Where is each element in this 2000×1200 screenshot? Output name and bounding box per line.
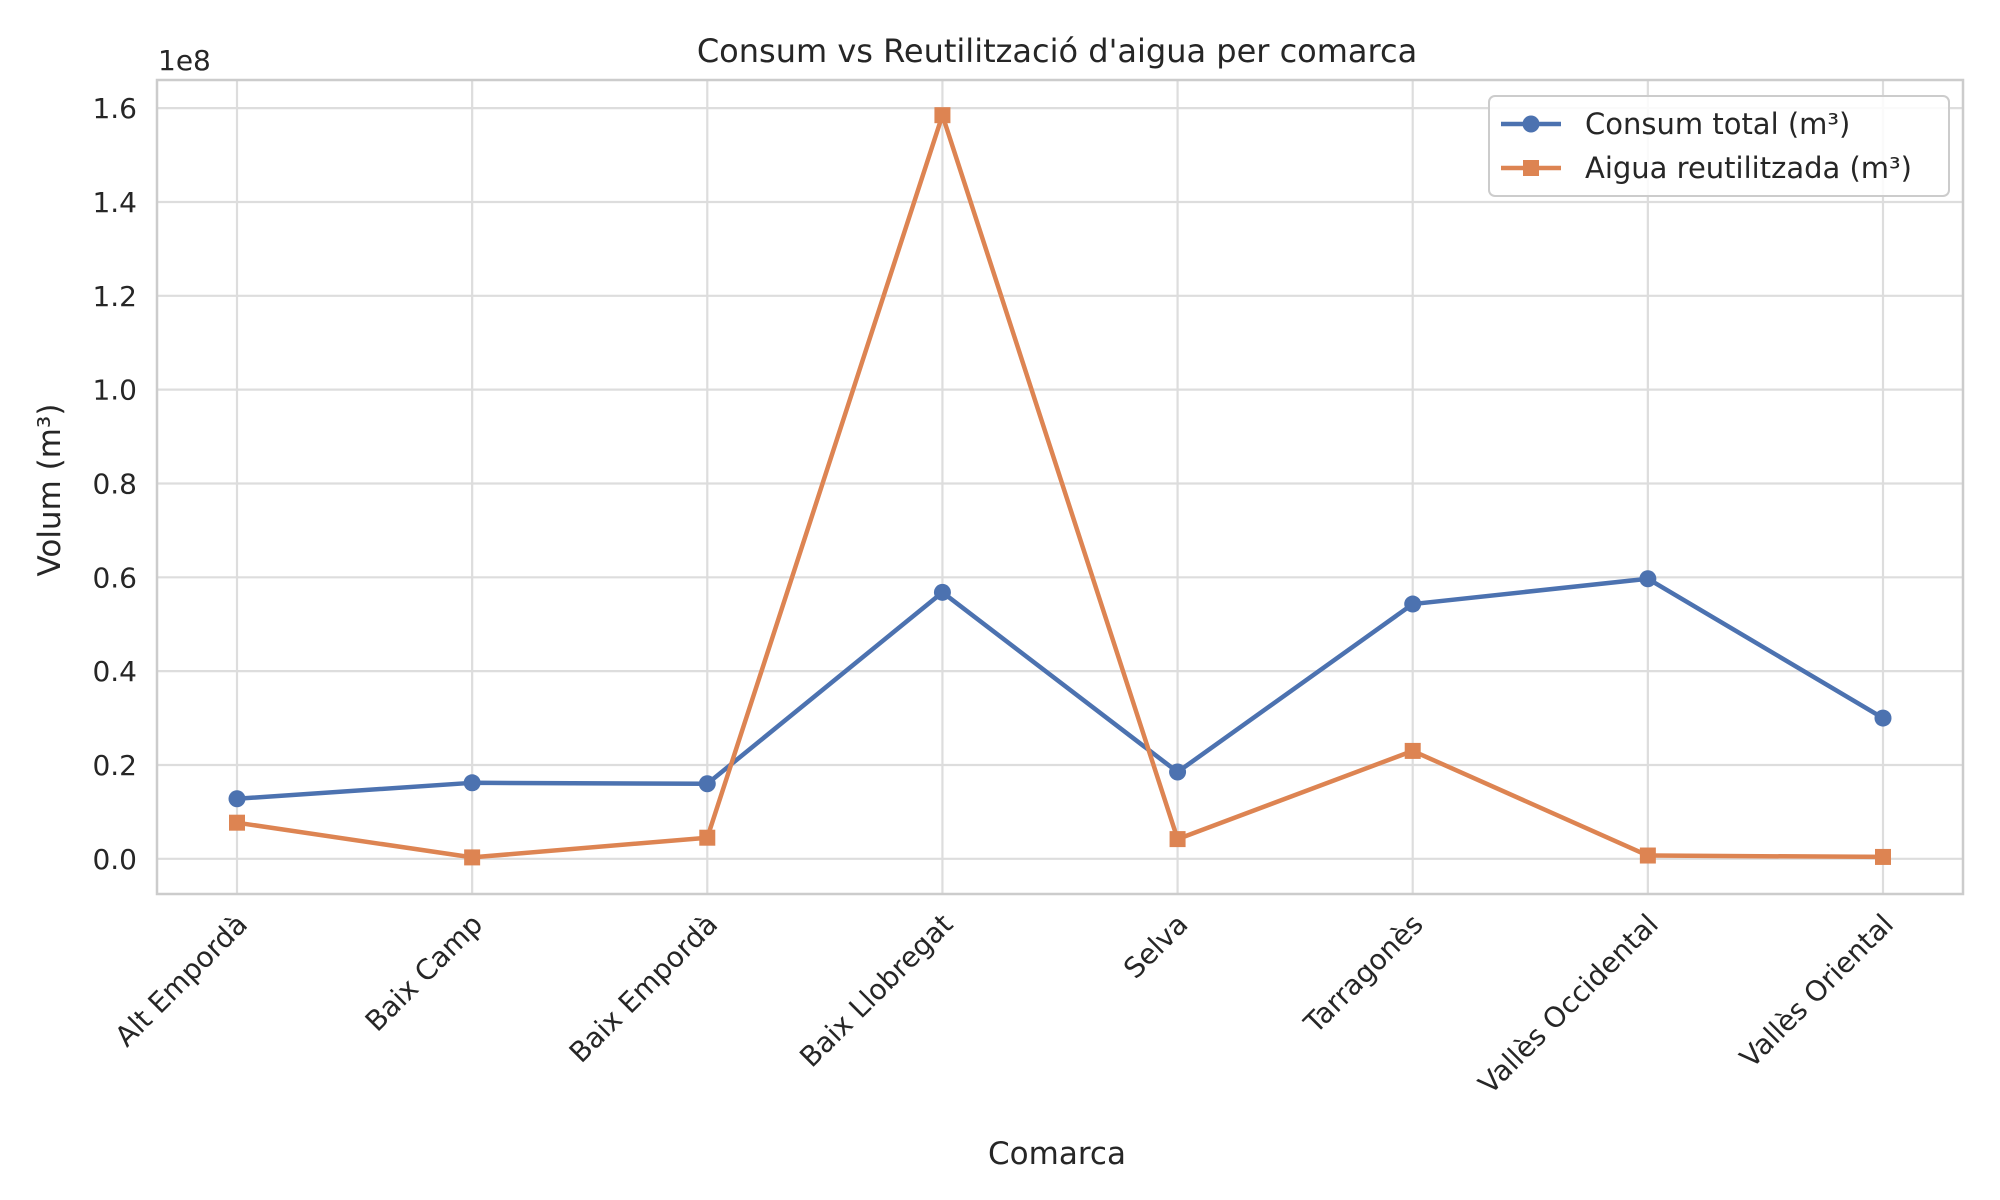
- y-tick-label: 1.0: [92, 374, 137, 407]
- data-point: [229, 814, 245, 831]
- series-line: [234, 576, 1886, 802]
- y-tick-label: 1.4: [92, 186, 137, 219]
- plot-frame: [155, 78, 1965, 896]
- legend-box: [1488, 95, 1950, 197]
- series-1: [228, 570, 1892, 808]
- x-tick-label: Selva: [1117, 908, 1194, 985]
- data-point: [1874, 709, 1892, 727]
- x-tick-label: Baix Camp: [359, 908, 489, 1038]
- x-tick-label: Baix Llobregat: [793, 908, 959, 1074]
- x-tick-label: Baix Empordà: [563, 908, 725, 1070]
- x-tick-label: Vallès Oriental: [1733, 908, 1900, 1075]
- legend: Consum total (m³) Aigua reutilitzada (m³): [1488, 95, 1950, 197]
- x-tick-label: Alt Empordà: [109, 908, 254, 1053]
- data-point: [228, 790, 246, 808]
- series-group: [228, 107, 1892, 866]
- data-point: [1639, 847, 1656, 864]
- data-point: [1639, 570, 1657, 588]
- y-offset-label: 1e8: [158, 44, 211, 77]
- x-tick-label: Vallès Occidental: [1472, 908, 1665, 1101]
- series-2: [229, 107, 1891, 866]
- y-tick-label: 0.4: [92, 655, 137, 688]
- y-axis-label: Volum (m³): [32, 404, 68, 577]
- y-tick-label: 1.6: [92, 92, 137, 125]
- x-axis-ticks: Alt Empordà Baix Camp Baix Empordà Baix Llo…: [109, 908, 1900, 1101]
- y-tick-label: 1.2: [92, 280, 137, 313]
- legend-item: Consum total (m³): [1501, 107, 1850, 141]
- data-point: [698, 775, 716, 793]
- grid: [157, 80, 1963, 894]
- data-point: [1404, 595, 1422, 613]
- x-axis-label: Comarca: [988, 1136, 1126, 1172]
- legend-label: Consum total (m³): [1585, 107, 1850, 141]
- legend-swatch-marker: [1523, 160, 1539, 176]
- data-point: [463, 774, 481, 792]
- data-point: [464, 849, 481, 866]
- chart-title: Consum vs Reutilització d'aigua per coma…: [697, 32, 1417, 70]
- data-point: [1404, 742, 1421, 759]
- data-point: [1169, 763, 1187, 781]
- data-point: [933, 583, 951, 601]
- series-line: [234, 112, 1886, 860]
- data-point: [699, 829, 716, 846]
- legend-label: Aigua reutilitzada (m³): [1585, 151, 1912, 185]
- legend-swatch-marker: [1522, 115, 1540, 133]
- y-tick-label: 0.2: [92, 749, 137, 782]
- x-tick-label: Tarragonès: [1297, 908, 1430, 1041]
- legend-item: Aigua reutilitzada (m³): [1501, 151, 1912, 185]
- data-point: [1875, 848, 1891, 865]
- data-point: [934, 107, 951, 124]
- y-axis-ticks: 0.0 0.2 0.4 0.6 0.8 1.0 1.2 1.4 1.6: [92, 92, 137, 876]
- y-tick-label: 0.8: [92, 467, 137, 500]
- y-tick-label: 0.6: [92, 561, 137, 594]
- data-point: [1169, 831, 1186, 848]
- y-tick-label: 0.0: [92, 843, 137, 876]
